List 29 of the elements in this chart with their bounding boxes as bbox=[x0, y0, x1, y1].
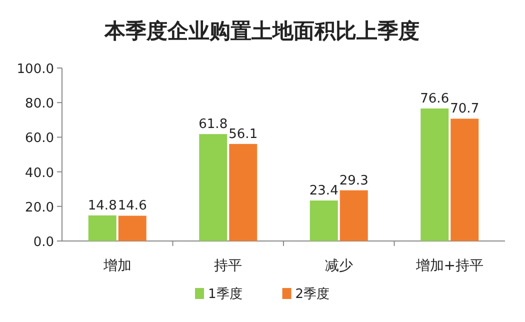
x-tick-label: 增加 bbox=[102, 258, 132, 274]
bar bbox=[229, 144, 258, 241]
data-label: 23.4 bbox=[309, 184, 338, 199]
y-tick-label: 0.0 bbox=[33, 235, 54, 250]
bar bbox=[310, 200, 338, 241]
bar bbox=[340, 190, 368, 241]
data-label: 76.6 bbox=[420, 91, 450, 106]
y-tick-label: 60.0 bbox=[25, 131, 54, 146]
bar bbox=[450, 118, 479, 241]
y-tick-label: 80.0 bbox=[25, 96, 54, 112]
data-label: 14.8 bbox=[88, 198, 117, 214]
bar bbox=[420, 108, 449, 241]
y-tick-label: 40.0 bbox=[25, 166, 54, 181]
legend-label: 1季度 bbox=[208, 286, 242, 302]
bar bbox=[88, 215, 116, 241]
y-tick-label: 20.0 bbox=[25, 200, 54, 216]
chart-title: 本季度企业购置土地面积比上季度 bbox=[104, 19, 420, 43]
legend-label: 2季度 bbox=[295, 286, 330, 302]
bar bbox=[199, 134, 228, 241]
x-tick-label: 增加+持平 bbox=[414, 258, 484, 274]
data-label: 56.1 bbox=[228, 126, 258, 142]
data-label: 70.7 bbox=[450, 102, 480, 117]
x-tick-label: 减少 bbox=[324, 258, 353, 274]
data-label: 61.8 bbox=[198, 117, 228, 132]
x-tick-label: 持平 bbox=[214, 258, 242, 274]
data-label: 14.6 bbox=[118, 198, 147, 214]
bar bbox=[118, 216, 146, 241]
data-label: 29.3 bbox=[339, 173, 368, 188]
y-tick-label: 100.0 bbox=[16, 62, 54, 77]
